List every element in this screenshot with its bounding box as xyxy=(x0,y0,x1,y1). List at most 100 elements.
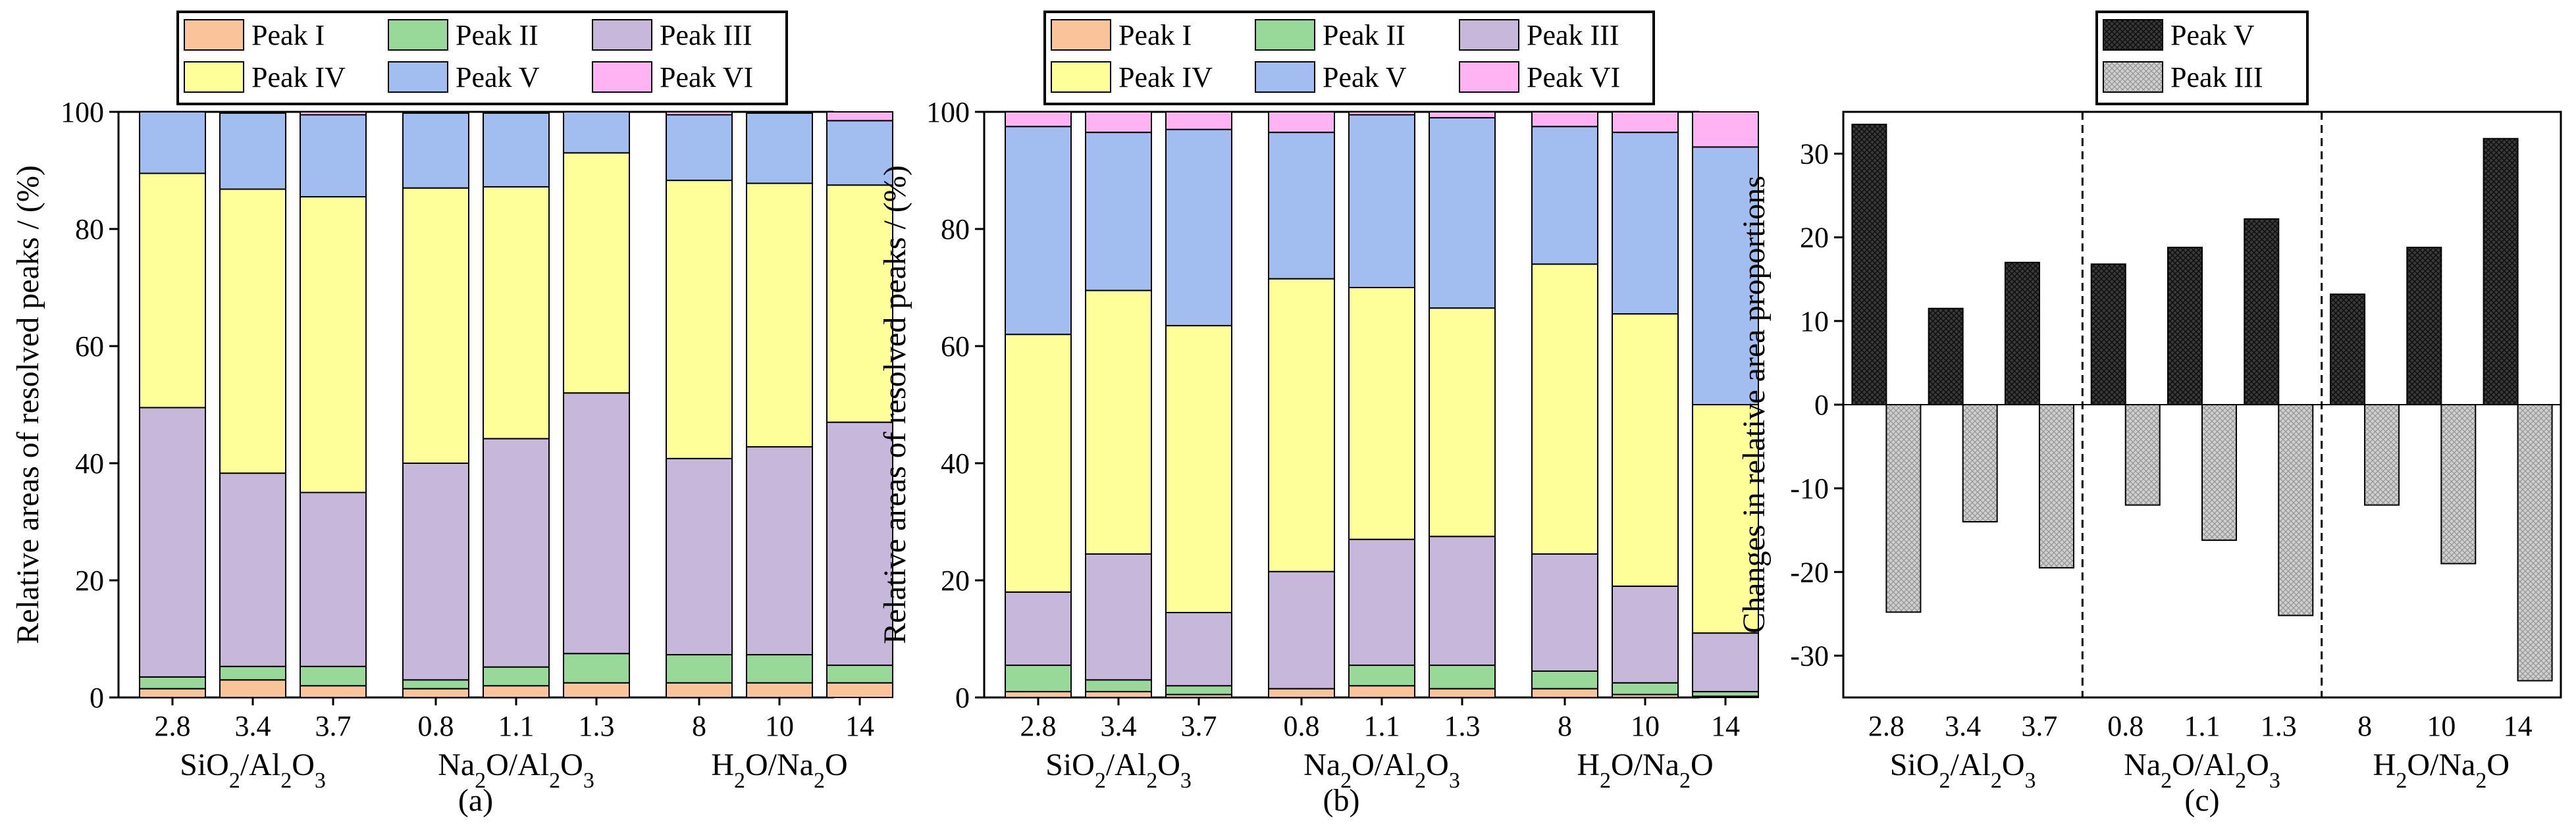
bar-peak-v xyxy=(2483,138,2519,406)
bar-segment-peak-i xyxy=(826,682,893,698)
y-axis-title: Relative areas of resolved peaks / (%) xyxy=(878,165,912,644)
y-tick-label: 30 xyxy=(1800,138,1829,170)
bar-segment-peak-iv xyxy=(1531,263,1598,555)
bar-segment-peak-iii xyxy=(139,407,206,678)
x-tick-label: 1.1 xyxy=(498,710,535,742)
bar-segment-peak-vi xyxy=(300,111,367,116)
bar-segment-peak-v xyxy=(1348,114,1415,288)
legend-label: Peak IV xyxy=(251,61,346,93)
legend-label: Peak II xyxy=(1323,19,1406,51)
bar-segment-peak-ii xyxy=(1692,691,1759,697)
bar-peak-iii xyxy=(1885,404,1922,613)
bar-peak-iii xyxy=(2440,404,2477,565)
bar-segment-peak-ii xyxy=(1165,685,1232,695)
legend-label: Peak III xyxy=(2170,61,2263,93)
x-tick-label: 0.8 xyxy=(2107,710,2143,742)
y-tick-label: 60 xyxy=(75,330,104,363)
y-tick-label: 40 xyxy=(75,447,104,480)
bar-segment-peak-i xyxy=(1085,691,1152,698)
bar-segment-peak-iii xyxy=(219,472,286,667)
bar-segment-peak-iv xyxy=(483,186,550,440)
bar-segment-peak-ii xyxy=(300,665,367,687)
x-tick-label: 10 xyxy=(2427,710,2456,742)
y-tick-label: 100 xyxy=(61,96,104,128)
panel-b-chart: 0 20 40 60 80 100 Relative areas of resolved p… xyxy=(878,11,1759,818)
legend-swatch xyxy=(2103,61,2163,93)
bar-segment-peak-iv xyxy=(219,188,286,474)
bar-peak-iii xyxy=(2038,404,2074,568)
bar-segment-peak-i xyxy=(1531,688,1598,699)
bar-segment-peak-iv xyxy=(300,196,367,493)
bar-segment-peak-vi xyxy=(1612,111,1679,134)
bar-peak-iii xyxy=(2201,404,2237,541)
bar-segment-peak-iii xyxy=(1531,553,1598,672)
legend-label: Peak II xyxy=(456,19,539,51)
bar-peak-v xyxy=(2244,218,2280,405)
bar-segment-peak-vi xyxy=(1085,111,1152,134)
bar-segment-peak-iv xyxy=(666,180,733,459)
x-tick-label: 2.8 xyxy=(155,710,191,742)
bar-segment-peak-iii xyxy=(1268,570,1335,690)
x-tick-label: 8 xyxy=(692,710,706,742)
panel-c-chart: -30 -20 -10 0 10 20 30 Changes in relative area… xyxy=(1737,11,2562,818)
legend-swatch xyxy=(1459,19,1519,51)
group-label-2: Na2O/Al2O3 xyxy=(2124,747,2280,793)
x-tick-label: 3.4 xyxy=(1101,710,1137,742)
bar-segment-peak-i xyxy=(563,682,630,698)
bar-segment-peak-ii xyxy=(1348,665,1415,687)
bar-segment-peak-v xyxy=(300,114,367,198)
y-tick-label: 100 xyxy=(926,96,970,128)
bar-segment-peak-iii xyxy=(1085,553,1152,681)
group-label-3: H2O/Na2O xyxy=(2373,747,2510,793)
bar-segment-peak-ii xyxy=(1429,665,1496,690)
bar-segment-peak-ii xyxy=(219,665,286,681)
legend-swatch xyxy=(388,19,448,51)
group-label-2: Na2O/Al2O3 xyxy=(438,747,594,793)
bar-segment-peak-v xyxy=(826,120,893,186)
legend-swatch xyxy=(2103,19,2163,51)
bar-segment-peak-i xyxy=(666,682,733,698)
y-tick-label: 80 xyxy=(941,213,970,245)
x-tick-label: 3.7 xyxy=(2021,710,2057,742)
bar-segment-peak-vi xyxy=(1692,111,1759,148)
bar-segment-peak-i xyxy=(219,679,286,699)
x-tick-label: 0.8 xyxy=(418,710,454,742)
y-tick-label: 20 xyxy=(941,565,970,597)
y-tick-label: 0 xyxy=(90,682,104,714)
bar-segment-peak-iii xyxy=(1612,585,1679,684)
bar-peak-v xyxy=(2004,261,2040,405)
bar-segment-peak-iii xyxy=(666,457,733,656)
bar-peak-v xyxy=(1851,124,1887,405)
bar-segment-peak-ii xyxy=(746,654,813,684)
x-tick-label: 10 xyxy=(765,710,794,742)
bar-peak-iii xyxy=(2517,404,2553,682)
bar-segment-peak-v xyxy=(219,112,286,190)
x-tick-label: 2.8 xyxy=(1020,710,1057,742)
y-tick-label: 20 xyxy=(75,565,104,597)
bar-segment-peak-i xyxy=(746,682,813,698)
bar-segment-peak-v xyxy=(1429,116,1496,309)
bar-peak-iii xyxy=(2364,404,2400,506)
bar-segment-peak-v xyxy=(1085,132,1152,291)
bar-segment-peak-i xyxy=(483,685,550,698)
y-tick-label: 80 xyxy=(75,213,104,245)
x-tick-label: 3.7 xyxy=(1181,710,1217,742)
y-tick-label: 40 xyxy=(941,447,970,480)
x-tick-label: 3.4 xyxy=(235,710,271,742)
bar-segment-peak-v xyxy=(746,112,813,184)
bar-peak-v xyxy=(2167,246,2203,405)
bar-segment-peak-iii xyxy=(1165,611,1232,687)
bar-segment-peak-vi xyxy=(483,111,550,114)
bar-segment-peak-vi xyxy=(219,111,286,114)
legend-swatch xyxy=(1255,61,1315,93)
bar-segment-peak-vi xyxy=(1268,111,1335,134)
bar-segment-peak-i xyxy=(1348,685,1415,698)
x-tick-label: 1.1 xyxy=(1364,710,1400,742)
bar-segment-peak-iii xyxy=(1348,538,1415,667)
legend-swatch xyxy=(1459,61,1519,93)
legend-frame xyxy=(1043,11,1655,105)
x-tick-label: 3.7 xyxy=(315,710,352,742)
panel-a-chart: 0 20 40 60 80 100 Relative areas of resolved p… xyxy=(11,11,893,818)
bar-segment-peak-vi xyxy=(746,111,813,114)
legend-swatch xyxy=(1051,61,1111,93)
